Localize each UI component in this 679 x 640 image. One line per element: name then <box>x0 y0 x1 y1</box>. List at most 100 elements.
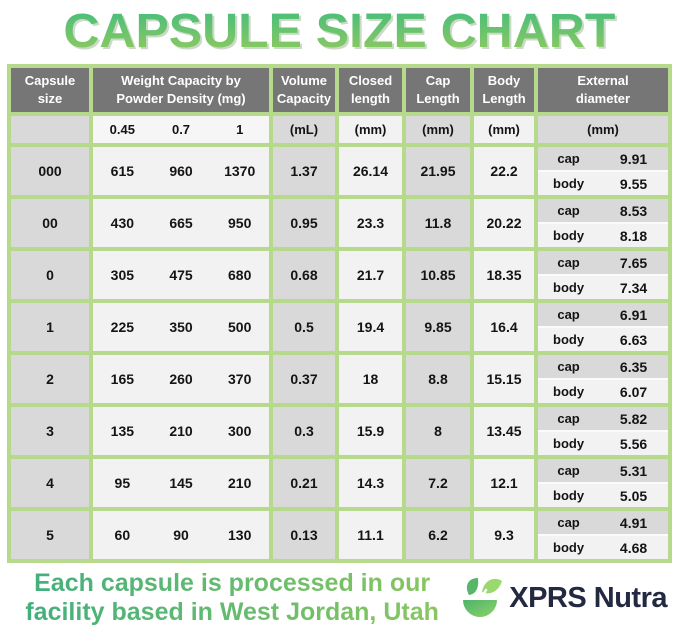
cell-weight-density-07: 665 <box>169 215 193 231</box>
body-diameter-value: 8.18 <box>619 227 648 244</box>
table-row: 1 225 350 500 0.5 19.4 9.85 16.4 cap 6.91 body 6.63 <box>11 303 668 351</box>
body-diameter-value: 5.05 <box>619 487 648 504</box>
cell-external-diameter: cap 9.91 body 9.55 <box>538 147 668 195</box>
cap-diameter-value: 6.35 <box>619 358 648 375</box>
footer-note: Each capsule is processed in our facilit… <box>8 569 456 627</box>
cell-weight-density-07: 350 <box>169 319 193 335</box>
cell-weight-density-1: 370 <box>228 371 252 387</box>
cell-capsule-size: 4 <box>11 459 89 507</box>
cap-label: cap <box>557 463 580 478</box>
cell-external-diameter: cap 8.53 body 8.18 <box>538 199 668 247</box>
cell-weight-capacity: 225 350 500 <box>93 303 269 351</box>
cell-volume-capacity: 0.13 <box>273 511 335 559</box>
cell-weight-density-045: 430 <box>110 215 135 231</box>
cell-cap-length: 11.8 <box>406 199 470 247</box>
external-diameter-cap-row: cap 9.91 <box>538 147 668 170</box>
cell-weight-density-07: 260 <box>169 371 193 387</box>
cell-closed-length: 18 <box>339 355 402 403</box>
cell-external-diameter: cap 6.35 body 6.07 <box>538 355 668 403</box>
cell-capsule-size: 00 <box>11 199 89 247</box>
cell-capsule-size: 0 <box>11 251 89 299</box>
external-diameter-cap-row: cap 5.31 <box>538 459 668 482</box>
cell-capsule-size: 5 <box>11 511 89 559</box>
body-label: body <box>553 488 585 503</box>
cell-external-diameter: cap 4.91 body 4.68 <box>538 511 668 559</box>
cell-volume-capacity: 0.21 <box>273 459 335 507</box>
cell-weight-density-045: 95 <box>114 475 131 491</box>
body-label: body <box>553 332 585 347</box>
cell-weight-density-045: 225 <box>110 319 135 335</box>
cell-external-diameter: cap 6.91 body 6.63 <box>538 303 668 351</box>
body-diameter-value: 7.34 <box>619 279 648 296</box>
cell-weight-density-07: 145 <box>169 475 193 491</box>
external-diameter-cap-row: cap 5.82 <box>538 407 668 430</box>
cell-weight-density-1: 130 <box>228 527 252 543</box>
cell-cap-length: 7.2 <box>406 459 470 507</box>
table-row: 2 165 260 370 0.37 18 8.8 15.15 cap 6.35 body 6.07 <box>11 355 668 403</box>
cell-cap-length: 6.2 <box>406 511 470 559</box>
cap-diameter-value: 9.91 <box>619 150 648 167</box>
body-label: body <box>553 228 585 243</box>
cell-closed-length: 21.7 <box>339 251 402 299</box>
external-diameter-cap-row: cap 6.91 <box>538 303 668 326</box>
cell-external-diameter: cap 5.82 body 5.56 <box>538 407 668 455</box>
cap-label: cap <box>557 307 580 322</box>
table-units-row: 0.45 0.7 1 (mL) (mm) (mm) (mm) (mm) <box>11 116 668 143</box>
cell-cap-length: 8 <box>406 407 470 455</box>
cell-closed-length: 19.4 <box>339 303 402 351</box>
cell-capsule-size: 2 <box>11 355 89 403</box>
table-row: 4 95 145 210 0.21 14.3 7.2 12.1 cap 5.31 body 5.05 <box>11 459 668 507</box>
external-diameter-cap-row: cap 6.35 <box>538 355 668 378</box>
cell-volume-capacity: 0.95 <box>273 199 335 247</box>
cell-body-length: 20.22 <box>474 199 534 247</box>
header-external-diameter: External diameter <box>538 68 668 112</box>
cell-weight-capacity: 430 665 950 <box>93 199 269 247</box>
external-diameter-body-row: body 7.34 <box>538 276 668 299</box>
xprs-nutra-leaf-bowl-icon <box>463 578 503 617</box>
cell-weight-density-07: 210 <box>169 423 193 439</box>
body-diameter-value: 4.68 <box>619 539 648 556</box>
external-diameter-body-row: body 5.56 <box>538 432 668 455</box>
header-capsule-size: Capsule size <box>11 68 89 112</box>
capsule-size-table: Capsule size Weight Capacity by Powder D… <box>7 64 672 563</box>
body-diameter-value: 6.07 <box>619 383 648 400</box>
cell-weight-density-045: 135 <box>110 423 135 439</box>
cell-weight-density-07: 475 <box>169 267 193 283</box>
external-diameter-body-row: body 8.18 <box>538 224 668 247</box>
density-045-label: 0.45 <box>109 122 135 137</box>
cap-diameter-value: 6.91 <box>619 306 648 323</box>
cell-external-diameter: cap 5.31 body 5.05 <box>538 459 668 507</box>
body-label: body <box>553 280 585 295</box>
cell-cap-length: 21.95 <box>406 147 470 195</box>
cell-weight-density-1: 680 <box>228 267 252 283</box>
density-07-label: 0.7 <box>171 122 191 137</box>
units-external-diameter: (mm) <box>538 116 668 143</box>
header-cap-length: Cap Length <box>406 68 470 112</box>
table-row: 0 305 475 680 0.68 21.7 10.85 18.35 cap 7.65 body 7… <box>11 251 668 299</box>
cell-external-diameter: cap 7.65 body 7.34 <box>538 251 668 299</box>
header-body-length: Body Length <box>474 68 534 112</box>
table-row: 00 430 665 950 0.95 23.3 11.8 20.22 cap 8.53 body 8… <box>11 199 668 247</box>
cell-weight-density-045: 60 <box>114 527 131 543</box>
header-weight-capacity: Weight Capacity by Powder Density (mg) <box>93 68 269 112</box>
footer-note-line2: facility based in West Jordan, Utah <box>25 598 439 626</box>
cell-weight-capacity: 305 475 680 <box>93 251 269 299</box>
cell-weight-capacity: 165 260 370 <box>93 355 269 403</box>
cap-diameter-value: 4.91 <box>619 514 648 531</box>
table-row: 5 60 90 130 0.13 11.1 6.2 9.3 cap 4.91 body 4.68 <box>11 511 668 559</box>
cap-label: cap <box>557 411 580 426</box>
external-diameter-body-row: body 9.55 <box>538 172 668 195</box>
cell-weight-capacity: 60 90 130 <box>93 511 269 559</box>
cell-weight-capacity: 95 145 210 <box>93 459 269 507</box>
cell-weight-density-1: 950 <box>228 215 252 231</box>
table-row: 3 135 210 300 0.3 15.9 8 13.45 cap 5.82 body 5.56 <box>11 407 668 455</box>
cell-closed-length: 15.9 <box>339 407 402 455</box>
cell-volume-capacity: 1.37 <box>273 147 335 195</box>
cell-capsule-size: 1 <box>11 303 89 351</box>
body-label: body <box>553 436 585 451</box>
cell-weight-density-045: 305 <box>110 267 135 283</box>
cell-weight-density-07: 90 <box>173 527 189 543</box>
cap-diameter-value: 7.65 <box>619 254 648 271</box>
cap-diameter-value: 5.31 <box>619 462 648 479</box>
body-diameter-value: 6.63 <box>619 331 648 348</box>
